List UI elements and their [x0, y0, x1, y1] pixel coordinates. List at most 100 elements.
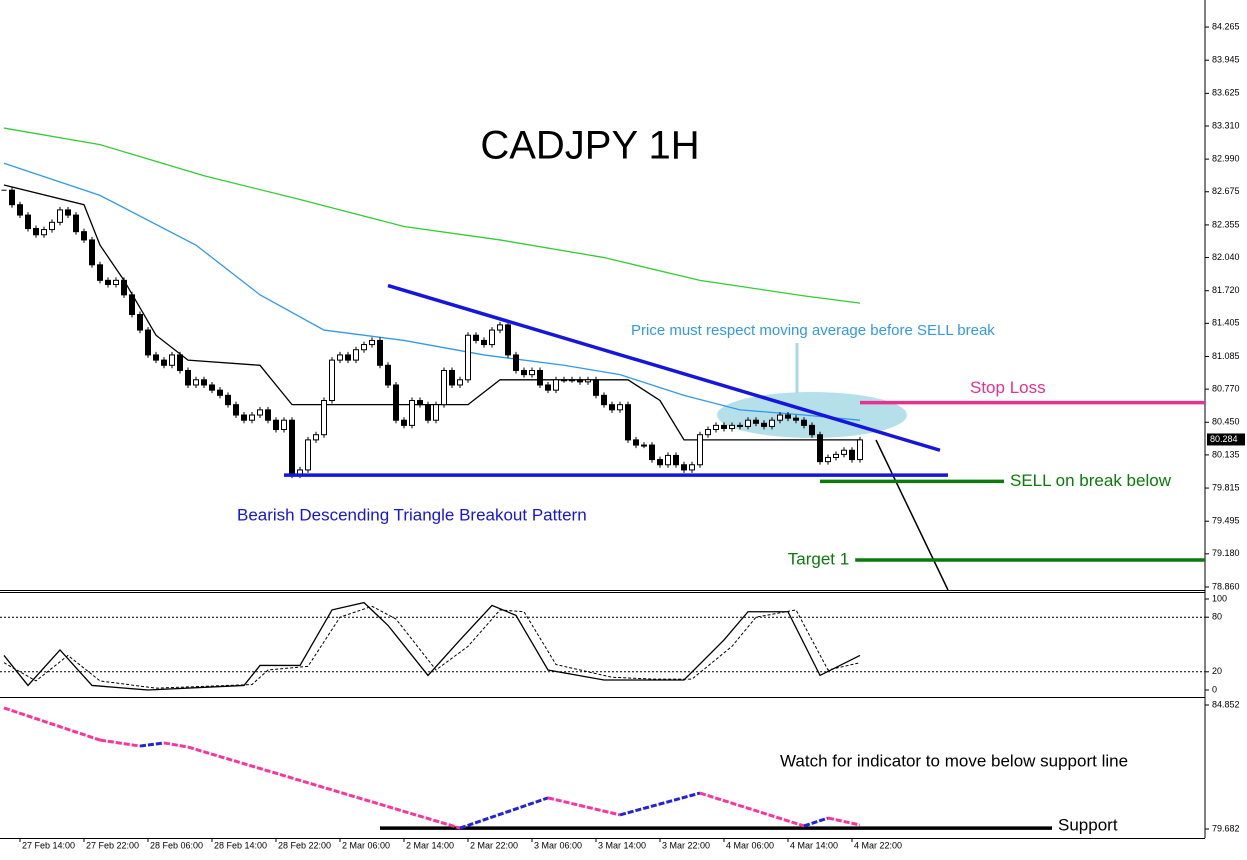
candle [705, 429, 711, 436]
candle [121, 279, 127, 296]
level-label: Target 1 [788, 550, 849, 569]
candle [161, 359, 167, 366]
candle [593, 379, 599, 396]
candle [17, 204, 23, 216]
y-tick-label: 80.135 [1212, 449, 1240, 459]
candle [689, 464, 695, 471]
candle [457, 379, 463, 386]
candle [577, 379, 583, 383]
candle [81, 231, 87, 241]
candle [793, 417, 799, 421]
candle [97, 264, 103, 281]
candle [625, 404, 631, 441]
level-label: Stop Loss [970, 378, 1046, 397]
candle [713, 424, 719, 431]
y-tick-label: 84.265 [1212, 21, 1240, 31]
candle [249, 414, 255, 421]
indicator-line [3, 601, 861, 691]
candle [465, 334, 471, 381]
y-tick-label: 0 [1212, 684, 1217, 694]
candle [809, 424, 815, 436]
candle [409, 400, 415, 426]
x-tick-label: 2 Mar 14:00 [406, 840, 454, 850]
y-tick-label: 83.625 [1212, 88, 1240, 98]
y-tick-label: 79.682 [1212, 823, 1240, 833]
candle [585, 379, 591, 383]
x-tick-label: 28 Feb 22:00 [278, 840, 331, 850]
price-label: 80.284 [1210, 434, 1238, 444]
annotation: Bearish Descending Triangle Breakout Pat… [237, 505, 587, 524]
candle [225, 394, 231, 406]
candle [833, 453, 839, 458]
candle [209, 384, 215, 391]
candle [169, 354, 175, 366]
candle [361, 344, 367, 351]
indicator-segment [547, 796, 621, 817]
indicator-segment [187, 745, 461, 830]
indicator-segment [139, 741, 165, 748]
candle [49, 221, 55, 231]
indicator-segment [3, 706, 101, 742]
candle [433, 404, 439, 421]
candle [497, 324, 503, 331]
candle [89, 239, 95, 266]
candle [641, 444, 647, 447]
x-tick-label: 2 Mar 22:00 [470, 840, 518, 850]
candle [385, 364, 391, 386]
candle [489, 329, 495, 346]
y-tick-label: 84.852 [1212, 699, 1240, 709]
indicator-segment [459, 796, 549, 830]
indicator-segment [827, 816, 861, 827]
candle [281, 419, 287, 431]
projection-arrow [875, 439, 949, 591]
candle [217, 389, 223, 396]
x-tick-label: 3 Mar 22:00 [662, 840, 710, 850]
candle [473, 334, 479, 341]
candle [393, 384, 399, 421]
x-tick-label: 3 Mar 14:00 [598, 840, 646, 850]
y-tick-label: 78.860 [1212, 581, 1240, 591]
indicator-segment [619, 791, 701, 817]
candle [417, 400, 423, 406]
y-tick-label: 82.355 [1212, 219, 1240, 229]
candle [761, 422, 767, 427]
indicator-line [3, 127, 861, 304]
candle [113, 279, 119, 285]
candle [505, 324, 511, 356]
candle [129, 294, 135, 316]
candle [345, 354, 351, 361]
y-tick-label: 81.405 [1212, 318, 1240, 328]
candle [825, 456, 831, 463]
annotation: Price must respect moving average before… [631, 322, 995, 339]
support-label: Support [1058, 816, 1118, 835]
y-tick-label: 80 [1212, 612, 1222, 622]
y-tick-label: 20 [1212, 666, 1222, 676]
candle [753, 419, 759, 424]
indicator-line [3, 162, 861, 421]
candle [601, 394, 607, 406]
candle [649, 444, 655, 461]
y-tick-label: 83.310 [1212, 120, 1240, 130]
candle [105, 279, 111, 285]
candle [321, 400, 327, 436]
trendline [387, 283, 941, 452]
candle [729, 424, 735, 429]
y-tick-label: 80.770 [1212, 383, 1240, 393]
candle [721, 424, 727, 429]
candle [41, 229, 47, 236]
x-tick-label: 27 Feb 14:00 [22, 840, 75, 850]
candle [241, 414, 247, 421]
candle [665, 454, 671, 466]
candle [449, 369, 455, 386]
candle [73, 214, 79, 233]
candle [257, 409, 263, 416]
x-tick-label: 4 Mar 14:00 [790, 840, 838, 850]
indicator-line [3, 184, 860, 441]
candle [9, 189, 15, 206]
candle [353, 349, 359, 361]
y-tick-label: 79.815 [1212, 482, 1240, 492]
y-tick-label: 79.495 [1212, 516, 1240, 526]
candle [137, 314, 143, 331]
y-tick-label: 81.085 [1212, 351, 1240, 361]
candle [817, 434, 823, 463]
